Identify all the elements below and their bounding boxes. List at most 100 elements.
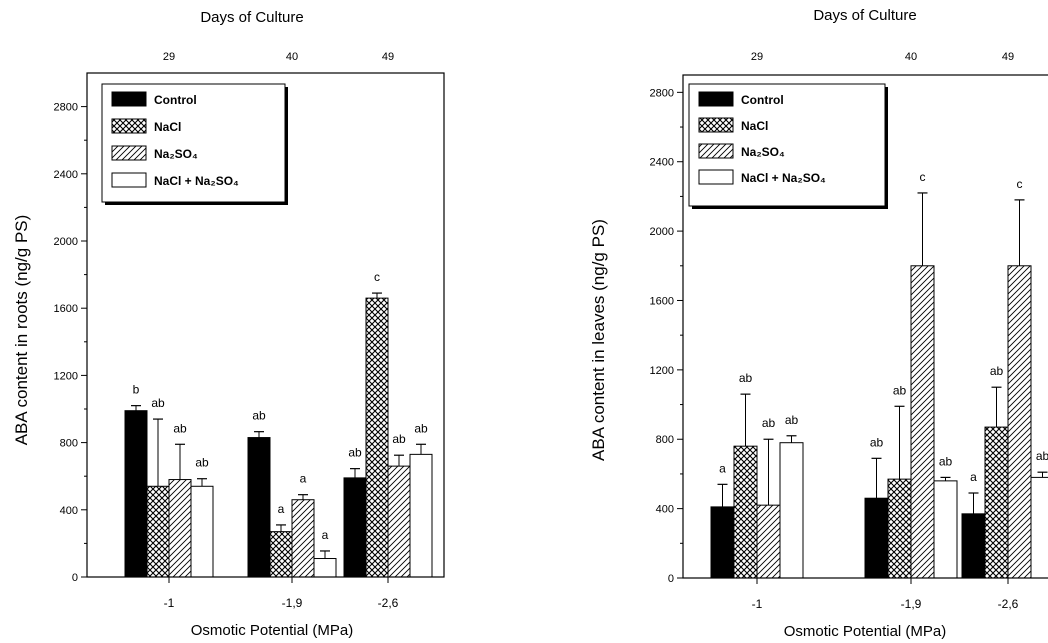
bar <box>269 531 293 578</box>
significance-label: c <box>374 270 380 284</box>
significance-label: c <box>1017 177 1023 191</box>
top-tick-label: 29 <box>163 51 175 63</box>
bar <box>933 480 958 579</box>
legend-label: Control <box>741 93 784 107</box>
significance-label: a <box>278 502 285 516</box>
top-tick-label: 40 <box>286 51 298 63</box>
y-tick-label: 2400 <box>54 169 78 181</box>
plot-frame <box>86 72 445 578</box>
bar <box>387 465 411 578</box>
significance-label: ab <box>348 446 362 460</box>
top-tick-label: 40 <box>905 51 917 63</box>
y-tick-label: 2400 <box>650 157 674 169</box>
y-axis-title: ABA content in leaves (ng/g PS) <box>589 219 608 461</box>
bar <box>984 426 1009 579</box>
legend-swatch <box>111 172 147 188</box>
chart-panel-roots: Days of Culture 29 40 49 0 400 800 1200 1600 2000… <box>12 9 445 639</box>
bar <box>365 297 389 578</box>
significance-label: ab <box>392 432 406 446</box>
x-axis-title: Osmotic Potential (MPa) <box>191 622 354 639</box>
significance-label: b <box>133 383 140 397</box>
bar <box>124 410 148 578</box>
plot-frame <box>682 74 1048 579</box>
legend-label: NaCl <box>154 120 181 134</box>
legend-swatch <box>111 91 147 107</box>
significance-label: ab <box>739 371 753 385</box>
bar <box>291 499 315 578</box>
y-tick-label: 0 <box>668 573 674 585</box>
legend-label: NaCl + Na₂SO₄ <box>154 174 239 188</box>
y-tick-label: 0 <box>72 572 78 584</box>
bar <box>779 442 804 579</box>
y-tick-label: 2800 <box>54 102 78 114</box>
significance-label: ab <box>252 409 266 423</box>
legend-swatch <box>698 169 734 185</box>
legend-swatch <box>111 145 147 161</box>
y-tick-label: 2000 <box>650 226 674 238</box>
significance-label: ab <box>762 416 776 430</box>
y-tick-label: 1200 <box>54 370 78 382</box>
top-tick-label: 49 <box>1002 51 1014 63</box>
bar <box>313 558 337 578</box>
legend-label: NaCl + Na₂SO₄ <box>741 171 826 185</box>
bar <box>887 478 912 579</box>
legend-swatch <box>111 118 147 134</box>
bar <box>247 437 271 578</box>
x-tick-label: -1 <box>164 596 175 610</box>
significance-label: ab <box>173 421 187 435</box>
significance-label: a <box>719 461 726 475</box>
top-axis-title: Days of Culture <box>813 7 916 24</box>
x-tick-label: -1 <box>752 597 763 611</box>
y-tick-label: 400 <box>60 505 78 517</box>
bar <box>710 506 735 579</box>
significance-label: ab <box>870 435 884 449</box>
bar <box>733 445 758 579</box>
significance-label: a <box>970 470 977 484</box>
x-tick-label: -2,6 <box>998 597 1019 611</box>
legend-label: Na₂SO₄ <box>154 147 198 161</box>
x-tick-label: -1,9 <box>901 597 922 611</box>
significance-label: ab <box>990 364 1004 378</box>
legend-swatch <box>698 117 734 133</box>
legend-label: NaCl <box>741 119 768 133</box>
significance-label: ab <box>785 413 799 427</box>
y-tick-label: 400 <box>656 504 674 516</box>
significance-label: ab <box>1036 449 1048 463</box>
bar <box>190 485 214 578</box>
legend-swatch <box>698 143 734 159</box>
significance-label: a <box>300 472 307 486</box>
bar <box>146 485 170 578</box>
significance-label: ab <box>414 421 428 435</box>
top-tick-label: 29 <box>751 51 763 63</box>
legend-label: Control <box>154 93 197 107</box>
y-tick-label: 800 <box>656 434 674 446</box>
x-tick-label: -1,9 <box>282 596 303 610</box>
significance-label: ab <box>195 456 209 470</box>
significance-label: ab <box>939 454 953 468</box>
bar <box>1030 476 1048 579</box>
y-tick-label: 1600 <box>54 303 78 315</box>
bar <box>961 513 986 579</box>
legend-label: Na₂SO₄ <box>741 145 785 159</box>
chart-panel-leaves: Days of Culture 29 40 49 0 400 800 1200 1600 2000… <box>589 7 1048 640</box>
bar <box>864 497 889 579</box>
x-axis-title: Osmotic Potential (MPa) <box>784 623 947 640</box>
significance-label: ab <box>893 383 907 397</box>
y-axis-title: ABA content in roots (ng/g PS) <box>12 215 31 446</box>
significance-label: ab <box>151 396 165 410</box>
bar <box>168 479 192 578</box>
bar <box>910 265 935 579</box>
top-tick-label: 49 <box>382 51 394 63</box>
bar <box>756 504 781 579</box>
y-tick-label: 1600 <box>650 295 674 307</box>
x-tick-label: -2,6 <box>378 596 399 610</box>
y-tick-label: 2800 <box>650 87 674 99</box>
y-tick-label: 2000 <box>54 236 78 248</box>
bar <box>409 453 433 578</box>
y-tick-label: 1200 <box>650 365 674 377</box>
legend-swatch <box>698 91 734 107</box>
significance-label: c <box>920 170 926 184</box>
bar <box>343 477 367 578</box>
top-axis-title: Days of Culture <box>200 9 303 26</box>
